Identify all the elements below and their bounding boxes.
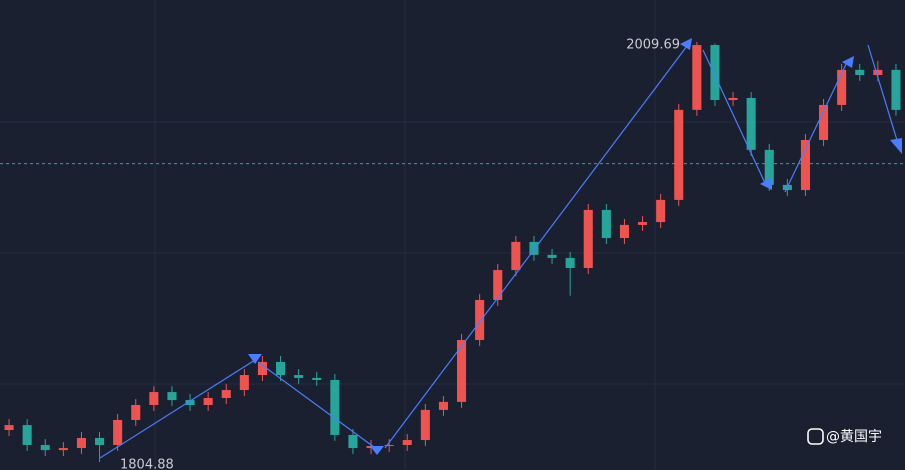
candle-body: [22, 425, 32, 445]
candle-body: [800, 140, 810, 191]
candle-body: [746, 97, 756, 150]
trend-line: [867, 44, 901, 151]
candle-body: [58, 448, 68, 451]
candle-body: [203, 398, 213, 405]
candle-body: [710, 45, 720, 101]
candles: [4, 42, 901, 463]
high-label: 2009.69: [626, 38, 680, 53]
candle-body: [656, 199, 666, 223]
candle-body: [819, 104, 829, 141]
candle-body: [855, 69, 865, 76]
candle-body: [131, 404, 141, 420]
candle-body: [692, 45, 702, 110]
arrow-head: [760, 177, 772, 190]
trend-line: [784, 59, 849, 193]
candle-body: [438, 401, 448, 410]
low-label: 1804.88: [120, 458, 174, 470]
trend-line: [384, 41, 691, 449]
arrow-head: [890, 138, 902, 154]
candle-body: [891, 69, 901, 110]
candle-body: [167, 392, 177, 401]
arrow-head: [842, 56, 854, 68]
candle-body: [185, 400, 195, 405]
candle-body: [4, 425, 14, 431]
candle-body: [837, 69, 847, 105]
candle-body: [475, 299, 485, 340]
candle-body: [276, 361, 286, 376]
watermark: @黄国宇: [826, 428, 882, 445]
candle-body: [402, 440, 412, 445]
candle-body: [113, 419, 123, 445]
candle-body: [873, 69, 883, 76]
candle-body: [239, 375, 249, 391]
candle-body: [221, 390, 231, 399]
arrow-head: [370, 446, 384, 455]
logo-icon: [807, 428, 824, 445]
candle-body: [330, 379, 340, 435]
candle-body: [294, 375, 304, 378]
candle-body: [674, 109, 684, 200]
candle-body: [638, 222, 648, 225]
candle-body: [547, 254, 557, 258]
arrow-head: [248, 354, 262, 364]
candle-body: [312, 377, 322, 380]
candle-body: [619, 224, 629, 239]
candle-body: [764, 149, 774, 185]
candle-body: [457, 339, 467, 402]
candle-body: [40, 444, 50, 451]
candle-body: [583, 209, 593, 268]
trend-line: [99, 359, 256, 459]
candle-body: [257, 361, 267, 376]
arrow-head: [680, 38, 692, 50]
candle-body: [149, 392, 159, 405]
candle-body: [565, 257, 575, 268]
zigzag: [99, 38, 902, 459]
candle-body: [384, 444, 394, 447]
candle-body: [95, 438, 105, 445]
candle-body: [511, 241, 521, 271]
candle-body: [493, 270, 503, 300]
candle-body: [728, 97, 738, 101]
watermark-badge: @黄国宇: [807, 428, 882, 445]
candle-body: [420, 409, 430, 441]
candle-body: [76, 438, 86, 449]
candle-body: [601, 209, 611, 239]
trend-line: [257, 361, 379, 451]
candle-body: [529, 241, 539, 255]
trend-line: [702, 49, 766, 184]
candle-body: [348, 434, 358, 449]
